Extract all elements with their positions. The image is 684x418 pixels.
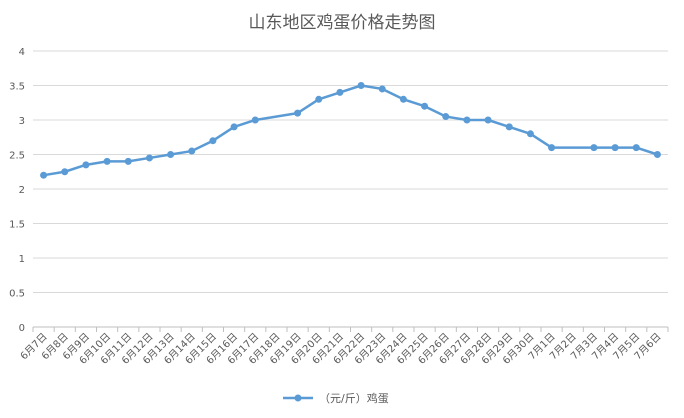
series-layer [40, 82, 661, 179]
data-point [421, 102, 429, 110]
data-point [103, 157, 111, 165]
grid-lines [33, 50, 668, 328]
data-point [653, 151, 661, 158]
data-point [484, 116, 492, 124]
chart-title: 山东地区鸡蛋价格走势图 [249, 13, 436, 33]
data-point [632, 144, 640, 152]
data-point [336, 88, 344, 96]
data-point [209, 137, 217, 145]
y-tick-label: 0.5 [9, 289, 25, 300]
data-point [188, 147, 196, 155]
legend-point-marker [294, 394, 302, 402]
data-point [167, 151, 175, 158]
y-tick-label: 2 [19, 185, 25, 196]
y-tick-label: 1.5 [9, 220, 25, 231]
data-point [82, 161, 90, 169]
data-point [590, 144, 598, 152]
x-axis: 6月7日6月8日6月9日6月10日6月11日6月12日6月13日6月14日6月1… [18, 327, 669, 367]
data-point [442, 113, 450, 121]
data-point [526, 130, 534, 138]
y-tick-label: 3 [19, 116, 25, 127]
data-point [40, 171, 48, 179]
data-point [145, 154, 153, 162]
y-axis: 0 0.5 1 1.5 2 2.5 3 3.5 4 [9, 47, 25, 334]
data-point [611, 144, 619, 152]
data-point [505, 123, 513, 131]
data-point [463, 116, 471, 124]
y-tick-label: 3.5 [9, 82, 25, 93]
legend-label: （元/斤）鸡蛋 [319, 391, 389, 405]
legend: （元/斤）鸡蛋 [283, 391, 389, 405]
data-point [61, 168, 69, 176]
data-point [548, 144, 556, 152]
data-point [124, 157, 132, 165]
y-tick-label: 2.5 [9, 151, 25, 162]
series-line-0 [43, 84, 658, 177]
data-point [399, 95, 407, 103]
y-tick-label: 1 [19, 254, 25, 265]
data-point [251, 116, 259, 124]
data-point [315, 95, 323, 103]
y-tick-label: 4 [19, 47, 25, 58]
data-point [357, 82, 365, 89]
data-point [294, 109, 302, 117]
data-point [230, 123, 238, 131]
data-point [378, 85, 386, 93]
y-tick-label: 0 [19, 323, 25, 334]
